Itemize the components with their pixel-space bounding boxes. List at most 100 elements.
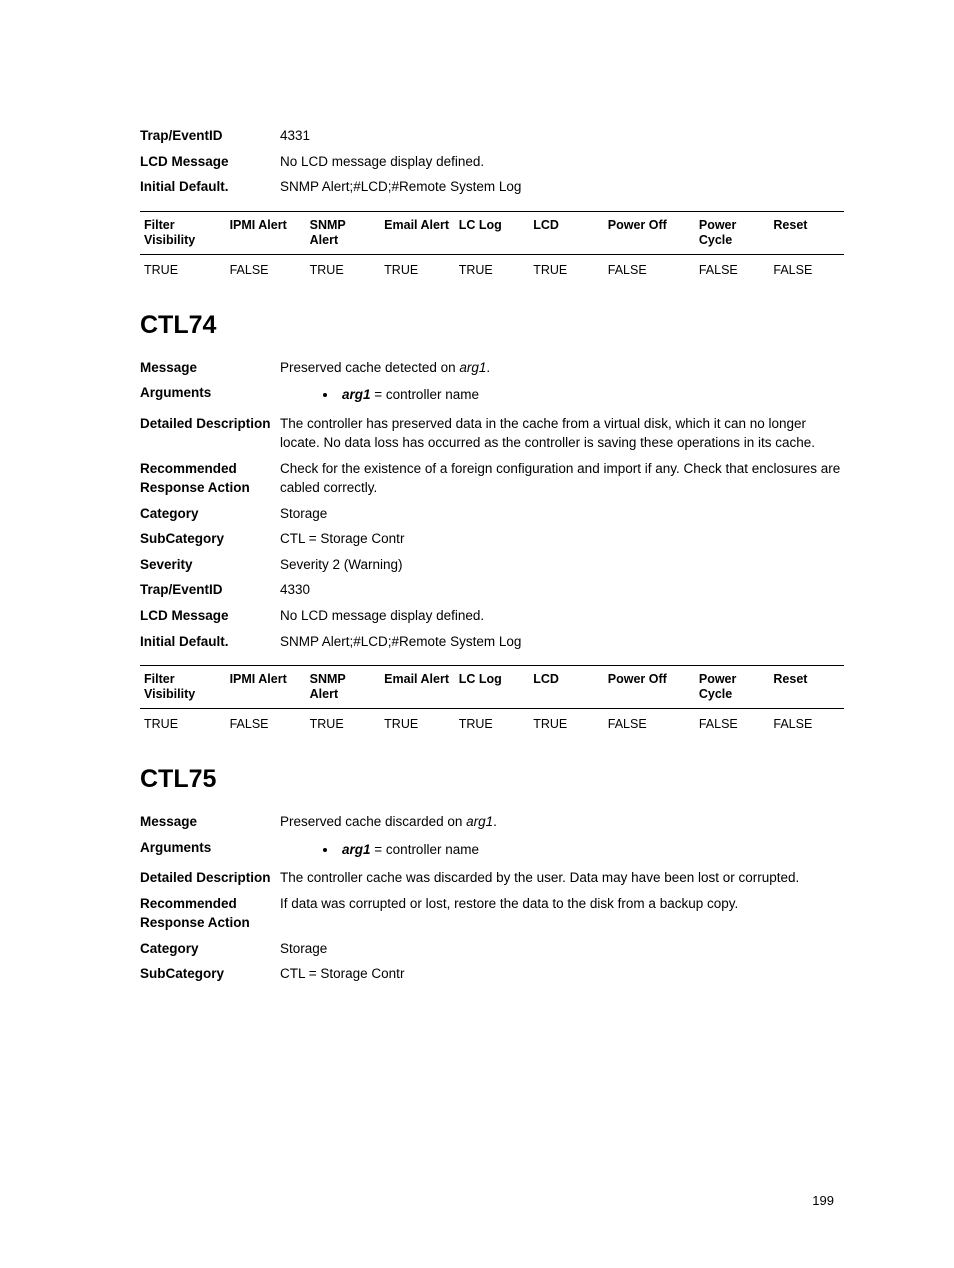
cell: FALSE xyxy=(769,254,844,283)
kv-value: The controller cache was discarded by th… xyxy=(280,868,844,888)
col-snmp-alert: SNMP Alert xyxy=(306,666,381,709)
col-filter-visibility: Filter Visibility xyxy=(140,666,226,709)
col-power-off: Power Off xyxy=(604,666,695,709)
section-title-ctl75: CTL75 xyxy=(140,765,844,794)
kv-label: Detailed Description xyxy=(140,414,280,453)
kv-row: LCD Message No LCD message display defin… xyxy=(140,152,844,172)
col-lc-log: LC Log xyxy=(455,211,530,254)
kv-value: 4330 xyxy=(280,580,844,600)
kv-value: Storage xyxy=(280,939,844,959)
kv-value: Check for the existence of a foreign con… xyxy=(280,459,844,498)
arg-eq: = xyxy=(371,387,386,402)
kv-label: Category xyxy=(140,939,280,959)
kv-label: Trap/EventID xyxy=(140,126,280,146)
kv-label: Arguments xyxy=(140,383,280,407)
top-block: Trap/EventID 4331 LCD Message No LCD mes… xyxy=(140,126,844,197)
kv-row: SubCategory CTL = Storage Contr xyxy=(140,964,844,984)
arg-name: arg1 xyxy=(342,842,371,857)
message-pre: Preserved cache discarded on xyxy=(280,814,466,829)
argument-list: arg1 = controller name xyxy=(338,840,844,860)
col-ipmi-alert: IPMI Alert xyxy=(226,666,306,709)
cell: TRUE xyxy=(529,254,604,283)
col-lcd: LCD xyxy=(529,666,604,709)
cell: FALSE xyxy=(695,254,770,283)
cell: FALSE xyxy=(769,709,844,738)
kv-label: LCD Message xyxy=(140,152,280,172)
flags-table-ctl74: Filter Visibility IPMI Alert SNMP Alert … xyxy=(140,665,844,737)
page-number: 199 xyxy=(812,1193,834,1208)
kv-row: LCD Message No LCD message display defin… xyxy=(140,606,844,626)
kv-label: SubCategory xyxy=(140,529,280,549)
arg-desc: controller name xyxy=(386,387,479,402)
kv-row: Initial Default. SNMP Alert;#LCD;#Remote… xyxy=(140,177,844,197)
cell: TRUE xyxy=(140,709,226,738)
cell: TRUE xyxy=(306,709,381,738)
argument-item: arg1 = controller name xyxy=(338,385,844,405)
kv-value: CTL = Storage Contr xyxy=(280,964,844,984)
cell: TRUE xyxy=(140,254,226,283)
kv-value: No LCD message display defined. xyxy=(280,606,844,626)
cell: TRUE xyxy=(380,709,455,738)
kv-value: arg1 = controller name xyxy=(280,383,844,407)
col-email-alert: Email Alert xyxy=(380,211,455,254)
kv-row: SubCategory CTL = Storage Contr xyxy=(140,529,844,549)
kv-row: Category Storage xyxy=(140,504,844,524)
kv-row: Severity Severity 2 (Warning) xyxy=(140,555,844,575)
kv-row: Detailed Description The controller cach… xyxy=(140,868,844,888)
cell: FALSE xyxy=(604,709,695,738)
col-power-cycle: Power Cycle xyxy=(695,211,770,254)
message-arg: arg1 xyxy=(459,360,486,375)
arg-eq: = xyxy=(371,842,386,857)
col-email-alert: Email Alert xyxy=(380,666,455,709)
kv-label: Category xyxy=(140,504,280,524)
col-power-cycle: Power Cycle xyxy=(695,666,770,709)
col-lc-log: LC Log xyxy=(455,666,530,709)
col-ipmi-alert: IPMI Alert xyxy=(226,211,306,254)
kv-label: Arguments xyxy=(140,838,280,862)
kv-label: Initial Default. xyxy=(140,632,280,652)
kv-value: No LCD message display defined. xyxy=(280,152,844,172)
section-title-ctl74: CTL74 xyxy=(140,311,844,340)
cell: TRUE xyxy=(380,254,455,283)
kv-value: The controller has preserved data in the… xyxy=(280,414,844,453)
kv-value: Preserved cache detected on arg1. xyxy=(280,358,844,378)
arg-name: arg1 xyxy=(342,387,371,402)
message-post: . xyxy=(486,360,490,375)
message-post: . xyxy=(493,814,497,829)
kv-label: SubCategory xyxy=(140,964,280,984)
kv-label: LCD Message xyxy=(140,606,280,626)
arg-desc: controller name xyxy=(386,842,479,857)
col-filter-visibility: Filter Visibility xyxy=(140,211,226,254)
flags-table-top: Filter Visibility IPMI Alert SNMP Alert … xyxy=(140,211,844,283)
kv-row: Recommended Response Action Check for th… xyxy=(140,459,844,498)
kv-row: Trap/EventID 4330 xyxy=(140,580,844,600)
kv-value: If data was corrupted or lost, restore t… xyxy=(280,894,844,933)
cell: TRUE xyxy=(306,254,381,283)
kv-label: Message xyxy=(140,358,280,378)
argument-list: arg1 = controller name xyxy=(338,385,844,405)
cell: FALSE xyxy=(226,254,306,283)
cell: FALSE xyxy=(604,254,695,283)
kv-row: Detailed Description The controller has … xyxy=(140,414,844,453)
kv-row: Initial Default. SNMP Alert;#LCD;#Remote… xyxy=(140,632,844,652)
kv-label: Initial Default. xyxy=(140,177,280,197)
kv-value: CTL = Storage Contr xyxy=(280,529,844,549)
kv-value: SNMP Alert;#LCD;#Remote System Log xyxy=(280,177,844,197)
table-row: TRUE FALSE TRUE TRUE TRUE TRUE FALSE FAL… xyxy=(140,254,844,283)
cell: TRUE xyxy=(529,709,604,738)
kv-label: Recommended Response Action xyxy=(140,894,280,933)
kv-label: Severity xyxy=(140,555,280,575)
kv-row-message: Message Preserved cache discarded on arg… xyxy=(140,812,844,832)
col-power-off: Power Off xyxy=(604,211,695,254)
kv-value: SNMP Alert;#LCD;#Remote System Log xyxy=(280,632,844,652)
cell: FALSE xyxy=(695,709,770,738)
page: Trap/EventID 4331 LCD Message No LCD mes… xyxy=(0,0,954,1268)
kv-value: Preserved cache discarded on arg1. xyxy=(280,812,844,832)
col-reset: Reset xyxy=(769,666,844,709)
kv-value: Severity 2 (Warning) xyxy=(280,555,844,575)
kv-row: Trap/EventID 4331 xyxy=(140,126,844,146)
cell: FALSE xyxy=(226,709,306,738)
kv-label: Message xyxy=(140,812,280,832)
message-arg: arg1 xyxy=(466,814,493,829)
kv-label: Recommended Response Action xyxy=(140,459,280,498)
